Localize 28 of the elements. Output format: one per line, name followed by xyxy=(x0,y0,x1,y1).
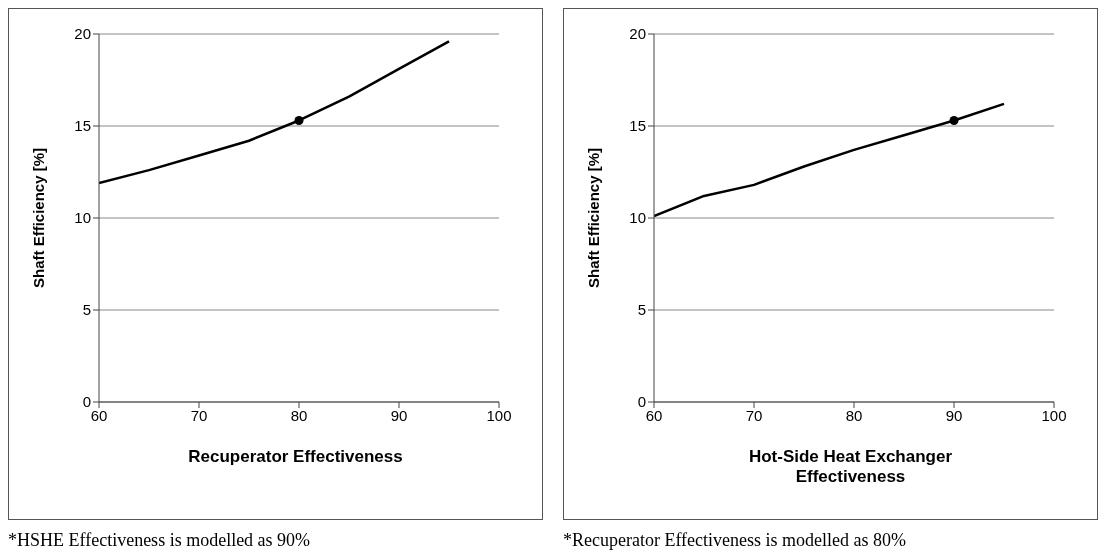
x-tick-label: 90 xyxy=(390,406,408,424)
x-tick-label: 80 xyxy=(845,406,863,424)
y-tick-label: 5 xyxy=(82,301,91,319)
y-tick-label: 20 xyxy=(74,25,91,43)
y-axis-title: Shaft Efficiency [%] xyxy=(585,147,603,289)
text: *HSHE Effectiveness is modelled as 90% xyxy=(8,530,312,551)
y-tick-label: 0 xyxy=(637,393,646,411)
y-tick-label: 15 xyxy=(74,117,91,135)
x-tick-label: 60 xyxy=(90,406,108,424)
x-tick-label: 90 xyxy=(945,406,963,424)
y-tick-label: 5 xyxy=(637,301,646,319)
line-series xyxy=(654,102,1006,218)
line-series xyxy=(99,40,451,185)
x-tick-label: 100 xyxy=(1041,406,1067,424)
y-tick-label: 20 xyxy=(629,25,646,43)
x-axis-title: Hot-Side Heat Exchanger Effectiveness xyxy=(747,447,954,487)
y-axis-title: Shaft Efficiency [%] xyxy=(30,147,48,289)
y-tick-label: 10 xyxy=(74,209,91,227)
y-tick-label: 0 xyxy=(82,393,91,411)
text: *Recuperator Effectiveness is modelled as 80% xyxy=(563,530,908,551)
x-tick-label: 70 xyxy=(745,406,763,424)
y-tick-label: 15 xyxy=(629,117,646,135)
x-tick-label: 80 xyxy=(290,406,308,424)
x-axis-title: Recuperator Effectiveness xyxy=(187,447,404,467)
x-tick-label: 100 xyxy=(486,406,512,424)
y-tick-label: 10 xyxy=(629,209,646,227)
x-tick-label: 60 xyxy=(645,406,663,424)
x-tick-label: 70 xyxy=(190,406,208,424)
